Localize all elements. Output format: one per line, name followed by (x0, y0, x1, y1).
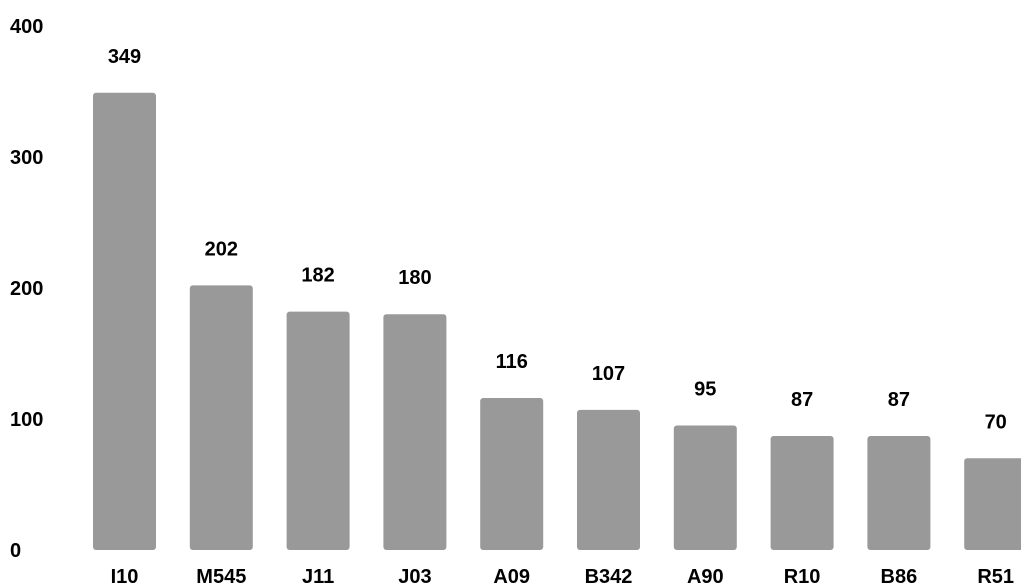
data-label-r10: 87 (791, 389, 813, 411)
data-label-j11: 182 (301, 265, 334, 287)
data-label-i10: 349 (108, 46, 141, 68)
bar-a09 (480, 398, 544, 550)
bar-m545 (189, 285, 253, 550)
bar-i10 (93, 92, 156, 550)
data-label-b86: 87 (888, 389, 910, 411)
data-label-b342: 107 (592, 363, 625, 385)
bar-b342 (577, 409, 640, 550)
x-axis-ticks: I10 M545 J11 J03 A09 B342 A90 R10 B86 R51 (111, 566, 1014, 587)
x-tick-label-a09: A09 (493, 566, 530, 587)
bar-r10 (770, 436, 834, 550)
x-tick-label-b86: B86 (881, 566, 918, 587)
bar-a90 (673, 425, 737, 550)
x-tick-label-m545: M545 (196, 566, 246, 587)
data-label-r51: 70 (985, 411, 1007, 433)
bars-group (93, 92, 1021, 550)
data-label-m545: 202 (205, 238, 238, 260)
y-tick-label: 400 (10, 16, 43, 38)
y-axis-ticks: 0 100 200 300 400 (10, 16, 43, 562)
bar-r51 (964, 458, 1021, 550)
x-tick-label-j11: J11 (302, 566, 334, 587)
x-tick-label-b342: B342 (585, 566, 633, 587)
bar-b86 (867, 436, 931, 550)
y-tick-label: 200 (10, 278, 43, 300)
y-tick-label: 100 (10, 409, 43, 431)
data-label-j03: 180 (398, 267, 431, 289)
y-tick-label: 0 (10, 540, 21, 562)
x-tick-label-j03: J03 (398, 566, 431, 587)
bar-j03 (383, 314, 447, 550)
bar-j11 (286, 311, 350, 550)
y-tick-label: 300 (10, 147, 43, 169)
x-tick-label-i10: I10 (111, 566, 139, 587)
data-labels-group: 349 202 182 180 116 107 95 87 87 70 (108, 46, 1007, 433)
x-tick-label-r51: R51 (977, 566, 1014, 587)
x-tick-label-r10: R10 (784, 566, 821, 587)
data-label-a09: 116 (496, 351, 528, 373)
data-label-a90: 95 (694, 379, 716, 401)
x-tick-label-a90: A90 (687, 566, 724, 587)
